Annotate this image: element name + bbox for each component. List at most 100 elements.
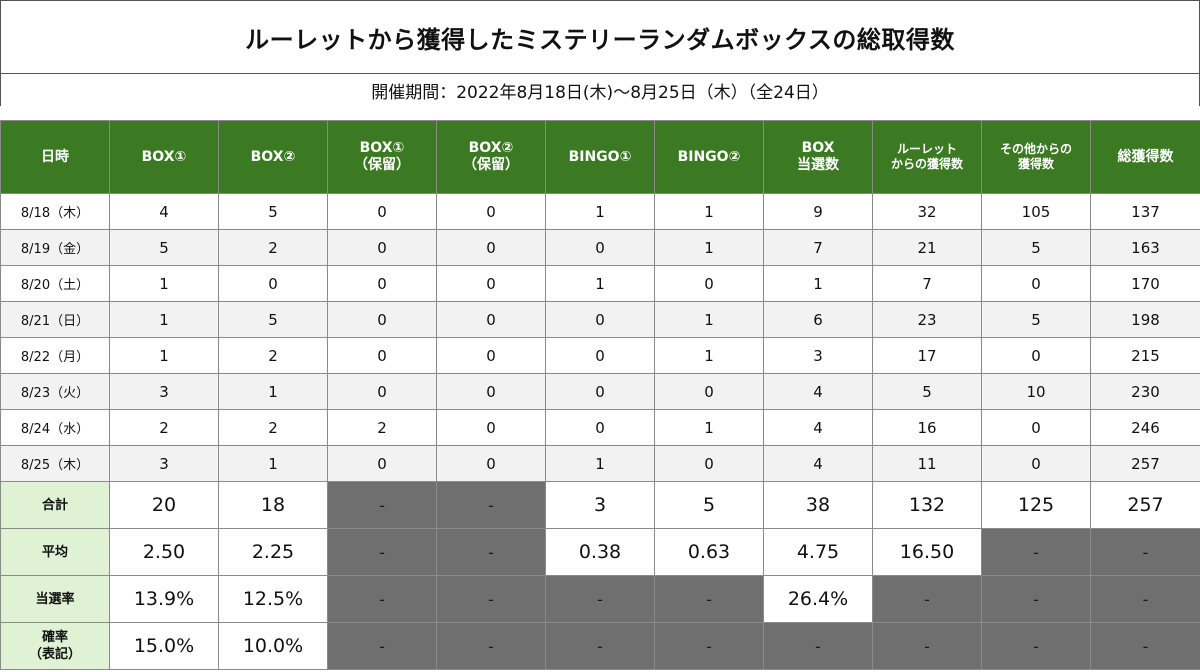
row-value-cell-box1-hold: 0	[327, 337, 437, 374]
summary-value-cell: 0.63	[654, 528, 764, 576]
summary-value-cell: 16.50	[872, 528, 982, 576]
row-value-cell-bingo1: 1	[545, 445, 655, 482]
summary-row-total: 合計 20 18- -3 5 38 132 125 257	[0, 481, 1200, 529]
row-value-cell-bingo1: 0	[545, 337, 655, 374]
row-value-cell-other: 0	[981, 265, 1091, 302]
summary-row-average: 平均 2.50 2.25- -0.38 0.63 4.75 16.50- -	[0, 528, 1200, 576]
row-date-cell: 8/24（水）	[0, 409, 110, 446]
row-date-cell: 8/22（月）	[0, 337, 110, 374]
row-value-cell-bingo1: 0	[545, 301, 655, 338]
row-value-cell-roulette: 5	[872, 373, 982, 410]
summary-value-cell: -	[872, 622, 982, 670]
summary-value-cell: -	[981, 622, 1091, 670]
summary-rows: 合計 20 18- -3 5 38 132 125 257 平均 2.50 2.25- -0.38 0.6…	[0, 481, 1200, 670]
summary-value-cell: 20	[109, 481, 219, 529]
row-value-cell-roulette: 16	[872, 409, 982, 446]
row-value-cell-box2: 2	[218, 409, 328, 446]
row-value-cell-box1: 2	[109, 409, 219, 446]
col-header-box2-hold: BOX② （保留）	[436, 120, 546, 194]
summary-value-cell: -	[545, 575, 655, 623]
row-value-cell-total: 230	[1090, 373, 1200, 410]
summary-value-cell: -	[436, 528, 546, 576]
row-value-cell-bingo2: 0	[654, 373, 764, 410]
row-value-cell-box-wins: 4	[763, 445, 873, 482]
row-value-cell-box1-hold: 0	[327, 229, 437, 266]
col-header-bingo1: BINGO①	[545, 120, 655, 194]
summary-value-cell: 0.38	[545, 528, 655, 576]
row-date-cell: 8/19（金）	[0, 229, 110, 266]
row-date-cell: 8/23（火）	[0, 373, 110, 410]
row-date-cell: 8/20（土）	[0, 265, 110, 302]
row-value-cell-roulette: 11	[872, 445, 982, 482]
row-value-cell-box2: 2	[218, 337, 328, 374]
table-row: 8/20（土） 1 0 0 0 1 0 1 7 0 170	[0, 265, 1200, 302]
summary-label: 平均	[0, 528, 110, 576]
event-period: 開催期間：2022年8月18日(木)〜8月25日（木）（全24日）	[0, 73, 1200, 107]
summary-value-cell: -	[436, 622, 546, 670]
table-row: 8/21（日） 1 5 0 0 0 1 6 23 5 198	[0, 301, 1200, 338]
row-value-cell-box1: 4	[109, 193, 219, 230]
summary-row-win-rate: 当選率 13.9% 12.5% - - - -26.4% - - -	[0, 575, 1200, 623]
row-value-cell-box1: 5	[109, 229, 219, 266]
row-value-cell-box2: 2	[218, 229, 328, 266]
summary-value-cell: -	[327, 481, 437, 529]
row-value-cell-other: 5	[981, 229, 1091, 266]
results-table: 日時 BOX① BOX② BOX① （保留） BOX② （保留） BINGO① BI…	[0, 120, 1200, 670]
row-value-cell-box2-hold: 0	[436, 265, 546, 302]
summary-value-cell: 132	[872, 481, 982, 529]
row-value-cell-total: 257	[1090, 445, 1200, 482]
row-value-cell-bingo2: 1	[654, 229, 764, 266]
summary-label: 合計	[0, 481, 110, 529]
row-date-cell: 8/25（木）	[0, 445, 110, 482]
summary-value-cell: -	[327, 622, 437, 670]
row-value-cell-bingo2: 0	[654, 265, 764, 302]
row-value-cell-box1-hold: 0	[327, 193, 437, 230]
row-value-cell-box2: 1	[218, 373, 328, 410]
table-row: 8/18（木） 4 5 0 0 1 1 9 32 105 137	[0, 193, 1200, 230]
row-value-cell-bingo1: 0	[545, 409, 655, 446]
row-value-cell-box1-hold: 0	[327, 265, 437, 302]
row-value-cell-box2: 0	[218, 265, 328, 302]
summary-value-cell: -	[327, 575, 437, 623]
summary-value-cell: -	[1090, 528, 1200, 576]
row-value-cell-bingo1: 0	[545, 229, 655, 266]
row-value-cell-box2-hold: 0	[436, 445, 546, 482]
summary-value-cell: -	[545, 622, 655, 670]
row-value-cell-box1-hold: 0	[327, 373, 437, 410]
row-value-cell-box2: 5	[218, 301, 328, 338]
summary-value-cell: -	[1090, 575, 1200, 623]
row-value-cell-box1-hold: 0	[327, 301, 437, 338]
summary-value-cell: 125	[981, 481, 1091, 529]
row-value-cell-bingo1: 0	[545, 373, 655, 410]
row-value-cell-other: 0	[981, 409, 1091, 446]
row-value-cell-other: 105	[981, 193, 1091, 230]
row-value-cell-roulette: 32	[872, 193, 982, 230]
row-value-cell-total: 163	[1090, 229, 1200, 266]
col-header-box1-hold: BOX① （保留）	[327, 120, 437, 194]
row-value-cell-roulette: 21	[872, 229, 982, 266]
table-row: 8/24（水） 2 2 2 0 0 1 4 16 0 246	[0, 409, 1200, 446]
row-value-cell-box-wins: 3	[763, 337, 873, 374]
table-row: 8/22（月） 1 2 0 0 0 1 3 17 0 215	[0, 337, 1200, 374]
row-date-cell: 8/21（日）	[0, 301, 110, 338]
summary-value-cell: 257	[1090, 481, 1200, 529]
summary-value-cell: -	[981, 575, 1091, 623]
col-header-box2: BOX②	[218, 120, 328, 194]
row-value-cell-box1: 1	[109, 337, 219, 374]
row-value-cell-box1-hold: 0	[327, 445, 437, 482]
row-value-cell-box-wins: 9	[763, 193, 873, 230]
row-value-cell-box1: 3	[109, 445, 219, 482]
summary-value-cell: 15.0%	[109, 622, 219, 670]
col-header-date: 日時	[0, 120, 110, 194]
col-header-box1: BOX①	[109, 120, 219, 194]
row-value-cell-box-wins: 4	[763, 409, 873, 446]
row-value-cell-box2: 1	[218, 445, 328, 482]
row-value-cell-bingo1: 1	[545, 265, 655, 302]
row-value-cell-box1: 1	[109, 265, 219, 302]
row-value-cell-total: 137	[1090, 193, 1200, 230]
spacer	[0, 106, 1200, 120]
summary-value-cell: -	[436, 575, 546, 623]
table-row: 8/23（火） 3 1 0 0 0 0 4 5 10 230	[0, 373, 1200, 410]
row-value-cell-other: 0	[981, 337, 1091, 374]
